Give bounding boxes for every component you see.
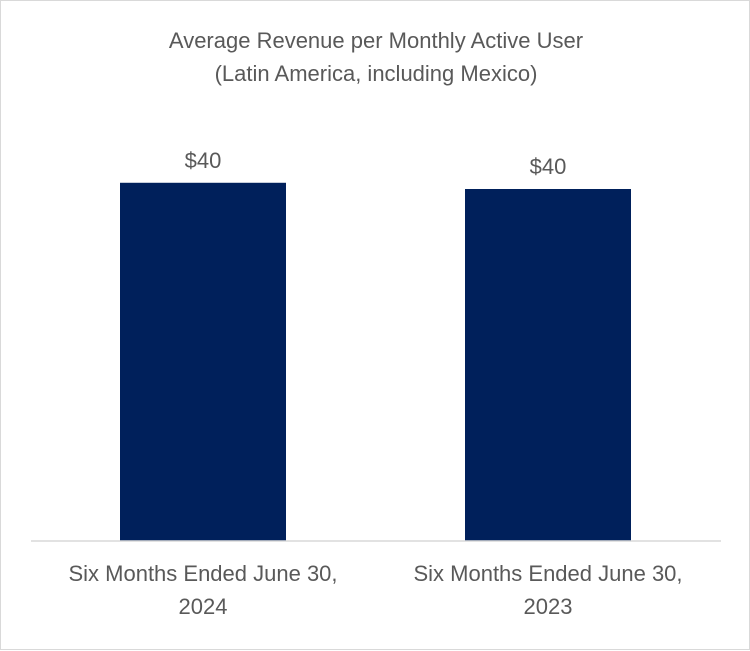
x-tick-label-1-line-1: Six Months Ended June 30, [68, 561, 337, 586]
chart-subtitle: (Latin America, including Mexico) [214, 61, 538, 86]
data-label-2: $40 [530, 154, 567, 179]
x-tick-label-2-line-2: 2023 [524, 594, 573, 619]
x-tick-label-1-line-2: 2024 [179, 594, 228, 619]
data-label-1: $40 [185, 148, 222, 173]
x-tick-label-2-line-1: Six Months Ended June 30, [413, 561, 682, 586]
bar-1 [120, 182, 286, 541]
chart-title: Average Revenue per Monthly Active User [168, 28, 584, 53]
bar-2 [465, 189, 631, 541]
